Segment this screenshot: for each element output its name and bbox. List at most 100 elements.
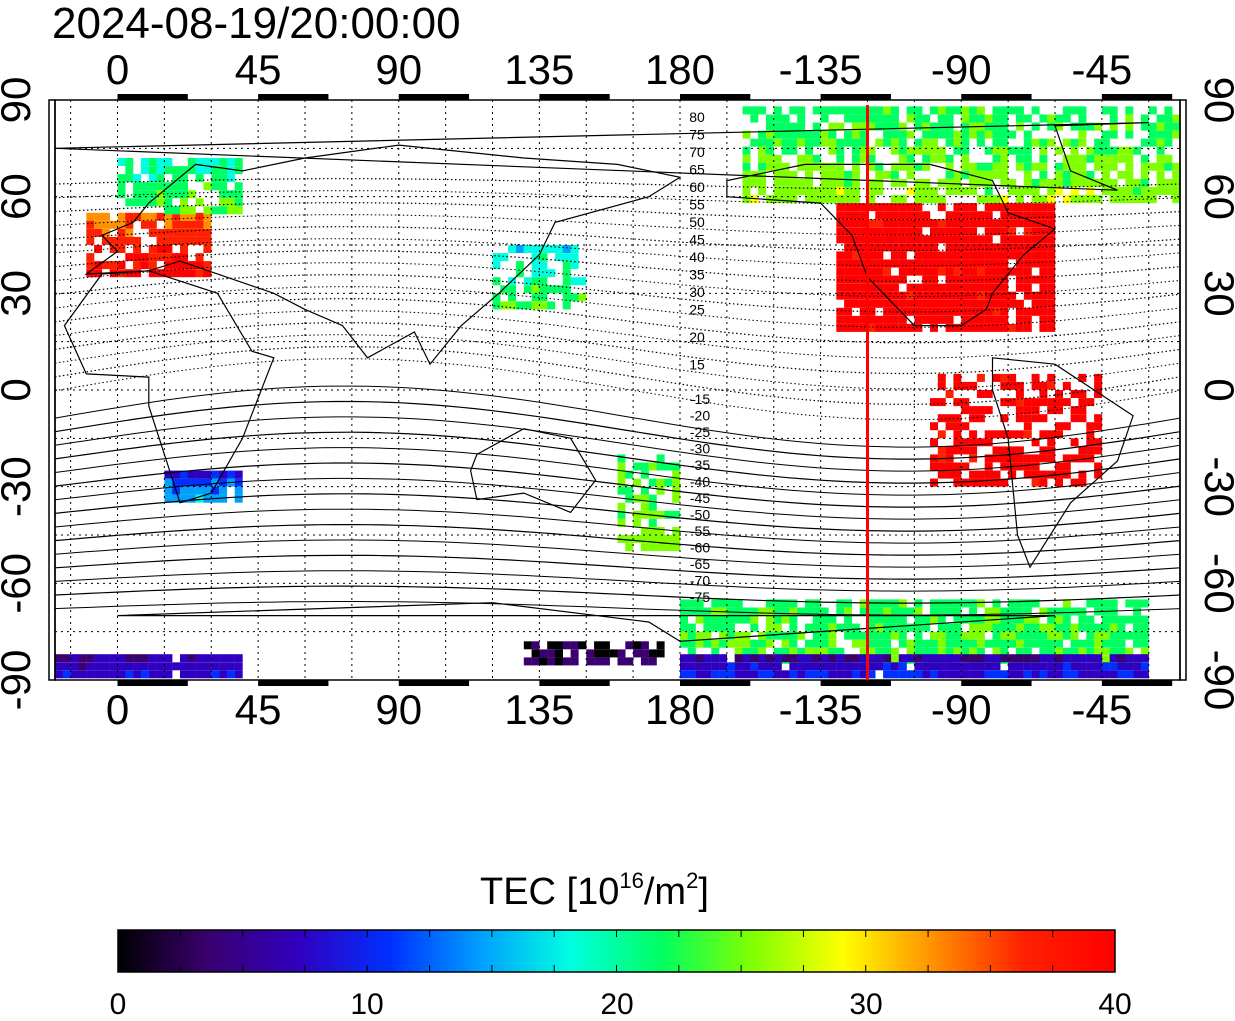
tec-cell <box>1015 275 1024 284</box>
tec-cell <box>945 654 954 663</box>
tec-cell <box>1078 607 1087 616</box>
tec-cell <box>734 607 743 616</box>
tec-cell <box>1000 623 1009 632</box>
tec-cell <box>984 406 993 415</box>
coastline <box>726 163 1057 327</box>
tec-cell <box>703 662 712 671</box>
tec-cell <box>906 307 915 316</box>
tec-cell <box>1047 315 1056 324</box>
tec-cell <box>859 146 868 155</box>
tec-cell <box>820 623 829 632</box>
tec-cell <box>930 275 938 284</box>
tec-cell <box>961 162 970 171</box>
tec-cell <box>219 494 228 503</box>
tec-cell <box>844 631 853 640</box>
tec-cell <box>1000 259 1009 268</box>
tec-cell <box>961 235 970 244</box>
tec-cell <box>781 178 790 187</box>
tec-cell <box>875 323 884 332</box>
tec-cell <box>195 174 204 183</box>
tec-cell <box>945 323 954 332</box>
tec-cell <box>789 647 798 656</box>
tec-cell <box>101 662 110 671</box>
tec-cell <box>992 430 1001 439</box>
tec-cell <box>164 198 173 207</box>
tec-cell <box>1039 662 1048 671</box>
tec-cell <box>562 277 571 286</box>
tec-cell <box>1008 146 1017 155</box>
tec-cell <box>765 138 774 147</box>
tec-cell <box>851 251 860 260</box>
lat-tick-label-right: -30 <box>1196 456 1235 517</box>
tec-cell <box>1015 243 1024 252</box>
tec-cell <box>1125 106 1134 115</box>
tec-cell <box>203 228 212 237</box>
tec-cell <box>101 670 110 679</box>
contour-label: 25 <box>689 302 705 318</box>
tec-cell <box>930 647 938 656</box>
tec-cell <box>1055 390 1063 398</box>
coastline <box>55 122 1149 191</box>
tec-cell <box>984 243 993 252</box>
tec-cell <box>961 106 970 115</box>
contour-line <box>55 508 1180 544</box>
tec-cell <box>1047 406 1056 415</box>
tec-cell <box>797 187 806 195</box>
tec-cell <box>1062 162 1071 171</box>
tec-cell <box>695 670 704 679</box>
coastline <box>63 270 275 504</box>
tec-cell <box>1008 615 1017 624</box>
tec-cell <box>172 470 181 479</box>
frame-scale-bar <box>1101 94 1173 100</box>
tec-cell <box>726 662 735 671</box>
tec-cell <box>1015 639 1024 648</box>
tec-cell <box>547 649 556 658</box>
tec-cell <box>1070 639 1079 648</box>
tec-cell <box>531 261 540 270</box>
tec-cell <box>1047 178 1056 187</box>
tec-cell <box>750 662 759 671</box>
contour-line <box>55 524 1180 556</box>
tec-cell <box>1086 146 1095 155</box>
tec-cell <box>859 219 868 228</box>
tec-cell <box>1015 390 1024 398</box>
tec-cell <box>789 599 798 608</box>
tec-cell <box>1000 243 1009 252</box>
lat-tick-label-left: -30 <box>0 456 39 517</box>
tec-cell <box>930 283 938 292</box>
tec-cell <box>773 162 782 171</box>
tec-cell <box>187 166 196 175</box>
tec-cell <box>101 654 110 663</box>
tec-cell <box>625 470 634 479</box>
tec-cell <box>578 641 587 650</box>
lon-tick-label-bottom: 45 <box>235 686 282 733</box>
tec-cell <box>984 130 993 139</box>
tec-cell <box>1055 187 1063 195</box>
tec-cell <box>187 486 196 495</box>
lon-tick-label-bottom: 180 <box>645 686 715 733</box>
tec-cell <box>1008 291 1017 300</box>
tec-cell <box>492 293 501 302</box>
tec-cell <box>1039 283 1048 292</box>
lon-tick-label-top: -135 <box>779 46 863 93</box>
tec-cell <box>898 315 907 324</box>
tec-cell <box>906 106 915 115</box>
tec-cell <box>992 654 1001 663</box>
tec-cell <box>836 291 845 300</box>
contour-line <box>55 400 1180 460</box>
tec-cell <box>1031 162 1040 171</box>
contour-line <box>55 262 1180 298</box>
tec-cell <box>648 462 657 471</box>
tec-cell <box>180 486 188 495</box>
tec-cell <box>844 315 853 324</box>
tec-cell <box>1055 631 1063 640</box>
tec-cell <box>773 615 782 624</box>
tec-cell <box>180 166 188 175</box>
tec-cell <box>1078 373 1087 382</box>
tec-cell <box>742 187 751 195</box>
tec-cell <box>195 261 204 270</box>
tec-cell <box>547 245 556 253</box>
tec-cell <box>680 639 688 648</box>
tec-cell <box>1109 623 1118 632</box>
tec-cell <box>969 259 978 268</box>
